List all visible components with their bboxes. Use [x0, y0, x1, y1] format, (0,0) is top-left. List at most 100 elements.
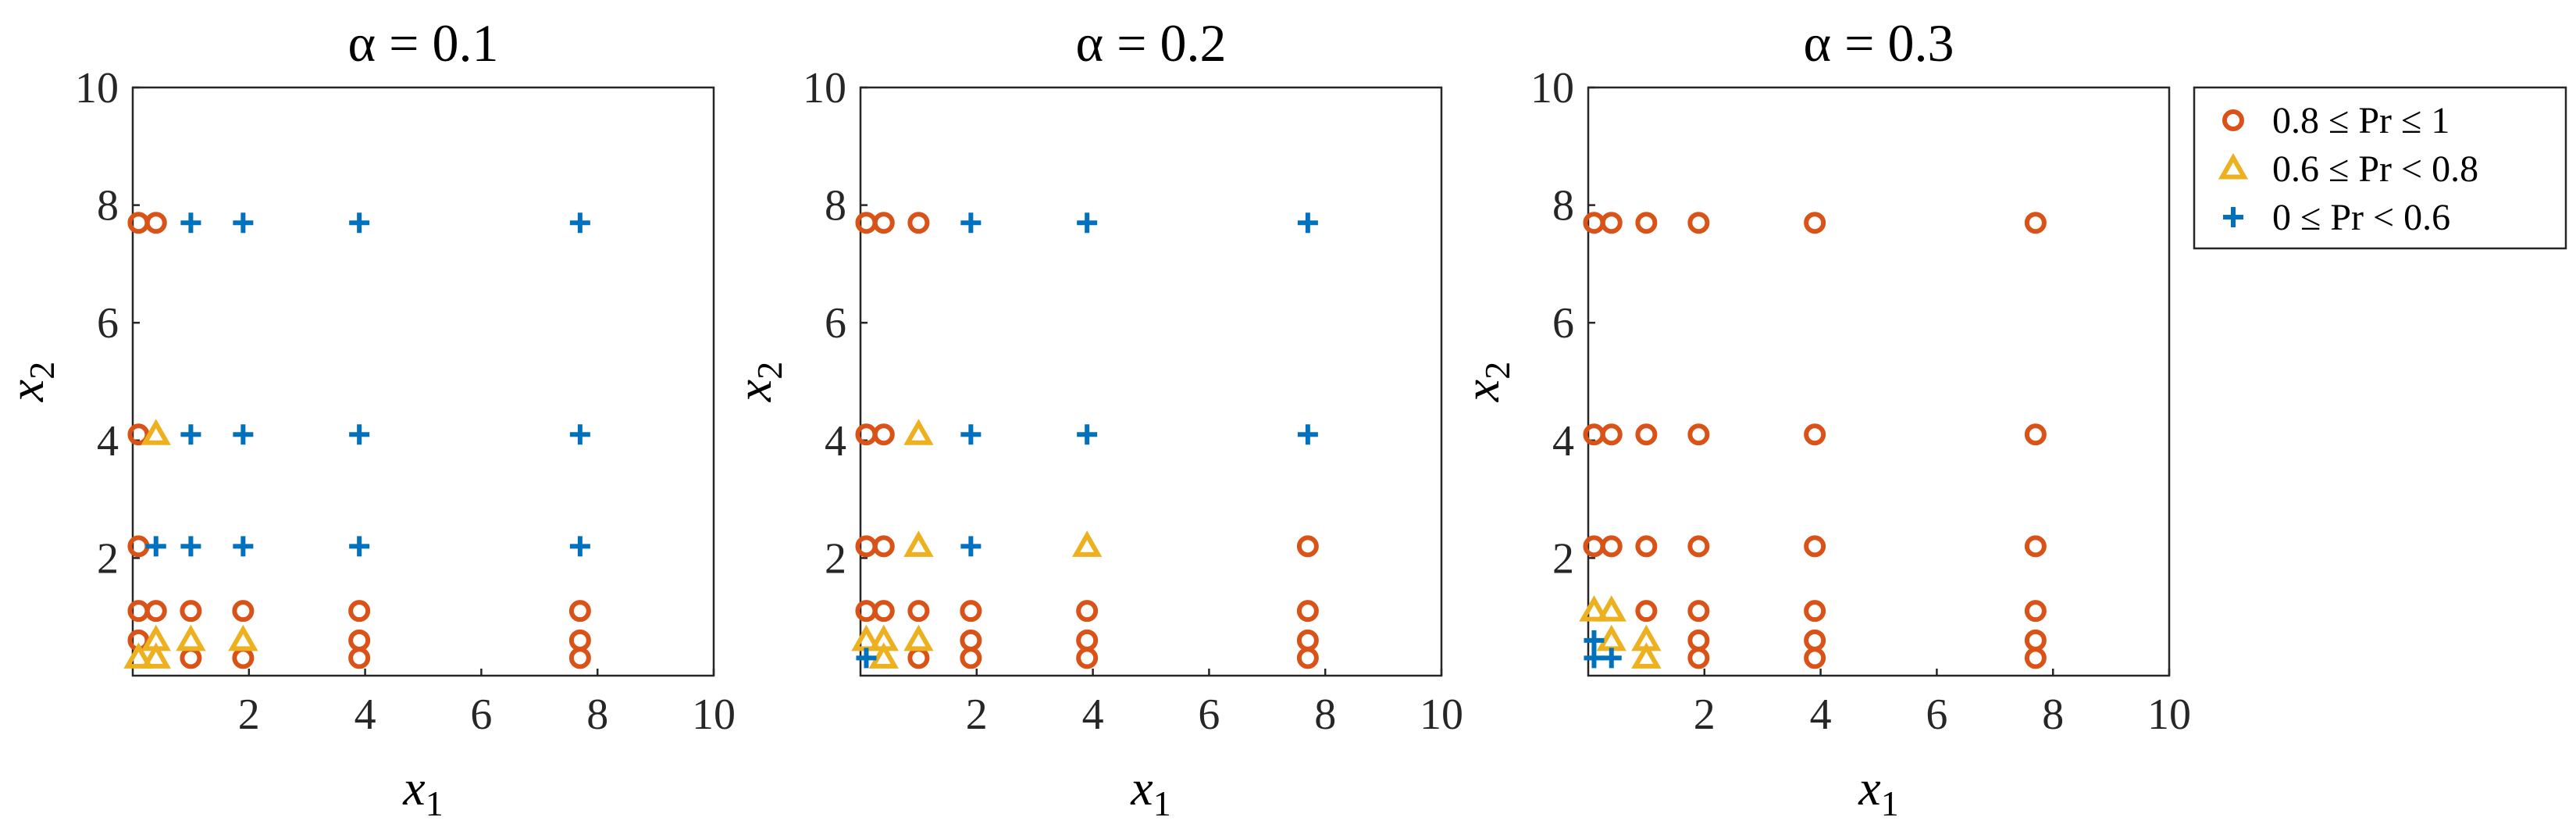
x-tick-label: 6 [470, 690, 492, 739]
subplot-title: α = 0.2 [1076, 13, 1227, 73]
data-point [960, 647, 982, 669]
x-tick-label: 4 [1082, 690, 1104, 739]
subplot-3: 2 4 6 8 10 2 4 6 8 10 α = 0.3 x1 x2 [1454, 13, 2191, 823]
data-point [1804, 535, 1826, 558]
series-low [856, 212, 1318, 669]
x-tick-label: 10 [2147, 690, 2191, 739]
data-point [1635, 535, 1658, 558]
x-tick-label: 6 [1198, 690, 1220, 739]
data-point [1687, 423, 1710, 446]
data-point [1584, 630, 1605, 651]
data-point [1687, 600, 1710, 623]
data-point [2024, 423, 2047, 446]
data-point [1296, 647, 1319, 669]
data-point [123, 642, 154, 669]
y-tick-label: 6 [1552, 299, 1574, 348]
data-point [2024, 647, 2047, 669]
data-point [872, 423, 895, 446]
subplot-2: 2 4 6 8 10 2 4 6 8 10 α = 0.2 x1 x2 [726, 13, 1463, 823]
data-point [960, 424, 982, 445]
y-tick-label: 2 [825, 534, 846, 583]
data-point [348, 600, 371, 623]
data-point [907, 600, 930, 623]
data-point [903, 624, 934, 651]
data-point [349, 424, 370, 445]
y-tick-label: 6 [825, 299, 846, 348]
data-point [1601, 648, 1622, 669]
data-point [872, 212, 895, 234]
y-axis-label: x2 [1454, 362, 1517, 402]
data-point [569, 424, 590, 445]
data-point [1804, 212, 1826, 234]
data-point [868, 642, 899, 669]
series-low [145, 212, 590, 557]
data-point [232, 600, 255, 623]
x-tick-label: 8 [586, 690, 608, 739]
data-point [856, 648, 877, 669]
data-point [180, 424, 201, 445]
data-point [349, 212, 370, 234]
data-point [1635, 600, 1658, 623]
x-tick-label: 2 [966, 690, 988, 739]
data-point [180, 600, 202, 623]
y-tick-label: 10 [75, 64, 119, 112]
x-tick-label: 4 [355, 690, 376, 739]
y-tick-label: 10 [1530, 64, 1574, 112]
legend-label: 0.6 ≤ Pr < 0.8 [2272, 148, 2478, 190]
data-point [1584, 648, 1605, 669]
data-point [1804, 423, 1826, 446]
data-point [1077, 424, 1098, 445]
data-point [872, 535, 895, 558]
data-point [1631, 642, 1662, 669]
x-tick-label: 8 [2042, 690, 2064, 739]
legend-box [2193, 86, 2567, 250]
data-point [1804, 647, 1826, 669]
data-point [233, 536, 254, 557]
data-point [348, 647, 371, 669]
data-point [141, 419, 171, 445]
data-point [144, 600, 167, 623]
subplot-1: 2 4 6 8 10 2 4 6 8 10 α = 0.1 x1 x2 [0, 13, 736, 823]
data-point [1635, 423, 1658, 446]
legend-marker-mid [2218, 152, 2249, 180]
y-tick-label: 8 [97, 182, 119, 230]
y-tick-label: 6 [97, 299, 119, 348]
y-tick-label: 4 [825, 417, 846, 466]
x-tick-label: 10 [692, 690, 736, 739]
legend: 0.8 ≤ Pr ≤ 1 0.6 ≤ Pr < 0.8 0 ≤ Pr < 0.6 [2193, 86, 2567, 250]
data-point [2024, 535, 2047, 558]
data-point [903, 530, 934, 557]
series-low [1584, 630, 1622, 669]
data-point [233, 424, 254, 445]
data-point [233, 212, 254, 234]
x-tick-label: 4 [1810, 690, 1832, 739]
data-point [568, 647, 591, 669]
data-point [569, 536, 590, 557]
y-tick-label: 8 [825, 182, 846, 230]
data-point [2024, 212, 2047, 234]
data-point [1297, 212, 1318, 234]
data-point [176, 624, 206, 651]
y-tick-label: 4 [97, 417, 119, 466]
y-tick-label: 10 [803, 64, 846, 112]
data-point [1600, 423, 1623, 446]
data-point [1687, 212, 1710, 234]
data-point [1297, 424, 1318, 445]
data-point [1687, 647, 1710, 669]
legend-label: 0 ≤ Pr < 0.6 [2272, 197, 2450, 238]
axes-box [1587, 86, 2171, 677]
y-tick-label: 4 [1552, 417, 1574, 466]
x-tick-label: 6 [1926, 690, 1947, 739]
data-point [1077, 212, 1098, 234]
data-point [1296, 600, 1319, 623]
data-point [907, 212, 930, 234]
data-point [349, 536, 370, 557]
series-high [1583, 212, 2047, 669]
legend-marker-high [2222, 109, 2244, 131]
data-point [2024, 600, 2047, 623]
data-point [568, 600, 591, 623]
series-mid [851, 419, 1103, 669]
y-axis-label: x2 [0, 362, 62, 402]
x-axis-label: x1 [1858, 760, 1898, 823]
